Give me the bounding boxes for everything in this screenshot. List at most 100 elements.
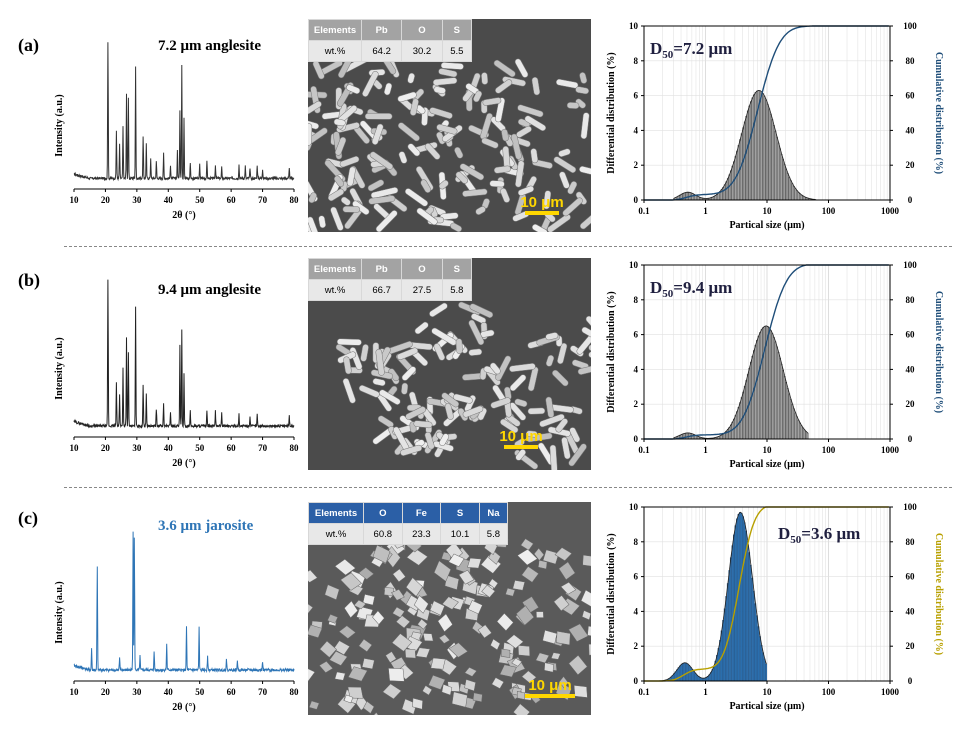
x-tick-label: 80 [290, 443, 300, 453]
x-tick-label: 10 [763, 445, 773, 455]
distribution-bar [796, 416, 798, 440]
sem-rod-particle [527, 407, 546, 415]
y-tick-label: 2 [634, 399, 639, 409]
sem-rod-particle [396, 347, 419, 360]
distribution-bar [680, 663, 683, 682]
d50-label: D50=9.4 μm [650, 278, 732, 300]
sem-rod-particle [579, 72, 588, 84]
distribution-bar [750, 101, 752, 201]
distribution-bar [796, 190, 798, 201]
distribution-bar [722, 620, 724, 682]
distribution-bar [756, 615, 758, 682]
sem-crystal [318, 660, 334, 673]
d50-label: D50=3.6 μm [778, 524, 860, 546]
sem-crystal [392, 568, 406, 583]
sem-rod-particle [481, 72, 489, 85]
sem-rod-particle [588, 341, 591, 358]
distribution-bar [789, 180, 792, 201]
sem-crystal [344, 600, 359, 619]
sem-rod-particle [473, 90, 483, 103]
sem-rod-particle [469, 303, 494, 318]
sem-rod-particle [553, 156, 577, 173]
sem-rod-particle [557, 342, 568, 365]
sem-rod-particle [515, 160, 525, 188]
distribution-bar [803, 429, 806, 440]
distribution-bar [777, 142, 780, 201]
distribution-bar [785, 382, 788, 440]
sem-crystal [458, 569, 475, 585]
table-header-cell: O [401, 19, 443, 41]
sem-rod-particle [588, 342, 591, 351]
sem-crystal [429, 600, 445, 616]
sem-crystal [333, 640, 351, 656]
sem-rod-particle [561, 436, 571, 460]
sem-image-c [308, 502, 591, 715]
distribution-bar [748, 105, 751, 201]
distribution-bar [685, 662, 688, 682]
table-header-cell: Na [478, 502, 509, 524]
sem-rod-particle [407, 143, 421, 157]
distribution-bar [677, 667, 680, 682]
y2-tick-label: 0 [908, 195, 913, 205]
y-axis-label: Intensity (a.u.) [54, 94, 65, 157]
sem-rod-particle [459, 163, 485, 181]
sem-crystal [472, 692, 483, 703]
sem-rod-particle [433, 343, 446, 361]
sem-rod-particle [364, 113, 393, 120]
sem-rod-particle [575, 86, 590, 95]
distribution-bar [768, 108, 771, 201]
sem-rod-particle [416, 207, 438, 226]
table-cell: 66.7 [360, 279, 403, 301]
sem-rod-particle [308, 100, 322, 115]
scale-bar-c: 10 μm [522, 677, 578, 698]
y-tick-label: 10 [629, 260, 639, 270]
sem-rod-particle [517, 104, 544, 118]
sem-rod-particle [375, 348, 385, 376]
y2-tick-label: 100 [903, 502, 917, 512]
sem-rod-particle [429, 302, 448, 317]
sem-crystal [358, 567, 375, 580]
y2-tick-label: 100 [903, 21, 917, 31]
sem-crystal [412, 697, 423, 710]
sem-crystal [383, 587, 394, 596]
sem-crystal [415, 647, 431, 658]
sem-crystal [588, 643, 591, 656]
distribution-bar [740, 512, 743, 682]
sem-crystal [496, 612, 514, 632]
y2-tick-label: 60 [906, 572, 916, 582]
xrd-plot-a: 10 20 30 40 50 60 70 80 2θ (°) Intensity (a.u.) [54, 42, 299, 221]
sem-crystal [515, 605, 535, 626]
x-tick-label: 20 [101, 687, 111, 697]
sem-rod-particle [539, 413, 565, 428]
sem-rod-particle [517, 185, 534, 196]
sem-crystal [319, 640, 337, 658]
sem-rod-particle [342, 378, 356, 404]
sem-crystal [422, 685, 433, 696]
distribution-bar [789, 398, 792, 440]
sem-crystal [568, 654, 588, 676]
sem-crystal [464, 667, 478, 677]
distribution-bar [774, 130, 777, 201]
sem-crystal [550, 652, 561, 660]
sem-crystal [520, 538, 534, 551]
distribution-bar [794, 188, 797, 201]
distribution-bar [682, 662, 684, 682]
sem-rod-particle [362, 71, 379, 97]
sem-crystal [587, 625, 591, 637]
sem-crystal [441, 596, 459, 610]
sem-rod-particle [371, 123, 384, 145]
distribution-bar [754, 92, 757, 201]
y2-tick-label: 20 [906, 399, 916, 409]
x-tick-label: 100 [822, 687, 836, 697]
x-tick-label: 70 [258, 687, 268, 697]
scale-bar-label: 10 μm [528, 677, 572, 694]
distribution-bar [759, 332, 761, 440]
x-tick-label: 10 [763, 206, 773, 216]
x-tick-label: 40 [164, 195, 174, 205]
x-tick-label: 60 [227, 195, 237, 205]
x-tick-label: 20 [101, 443, 111, 453]
table-header-cell: S [441, 258, 473, 280]
sem-rod-particle [500, 418, 519, 434]
sem-crystal [467, 557, 482, 569]
distribution-bar [693, 671, 695, 682]
